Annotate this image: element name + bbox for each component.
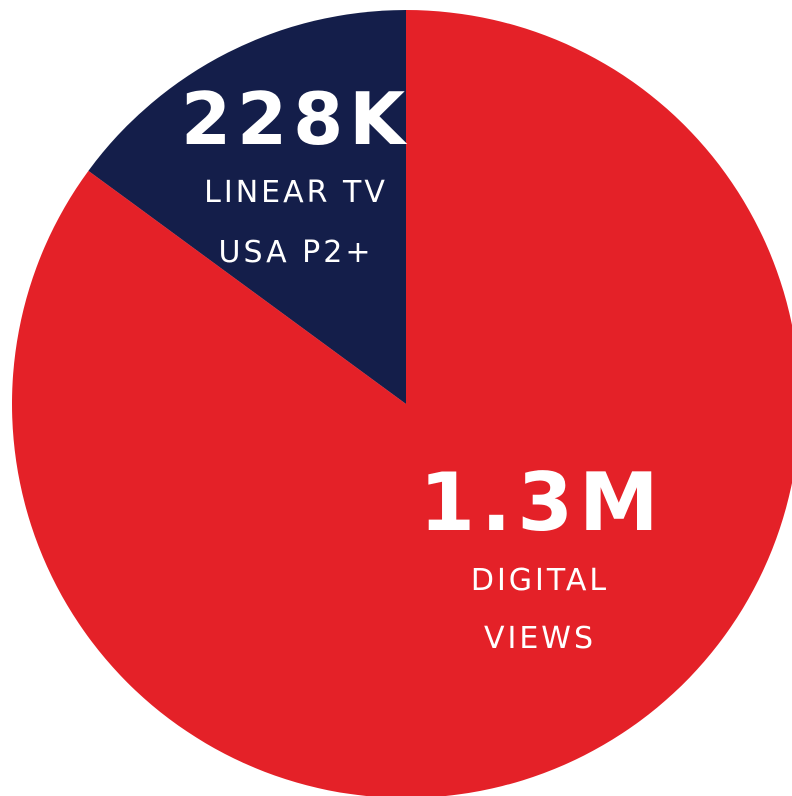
pie-slice — [12, 10, 792, 796]
slice-value-label: 228K — [181, 77, 411, 161]
slice-category-label: LINEAR TV — [204, 175, 388, 210]
slice-category-label: DIGITAL — [471, 563, 609, 598]
pie-slices — [12, 10, 792, 796]
pie-slice — [88, 10, 407, 404]
slice-value-label: 1.3M — [419, 456, 664, 549]
slice-category-label: VIEWS — [484, 621, 596, 656]
slice-category-label: USA P2+ — [219, 235, 374, 270]
